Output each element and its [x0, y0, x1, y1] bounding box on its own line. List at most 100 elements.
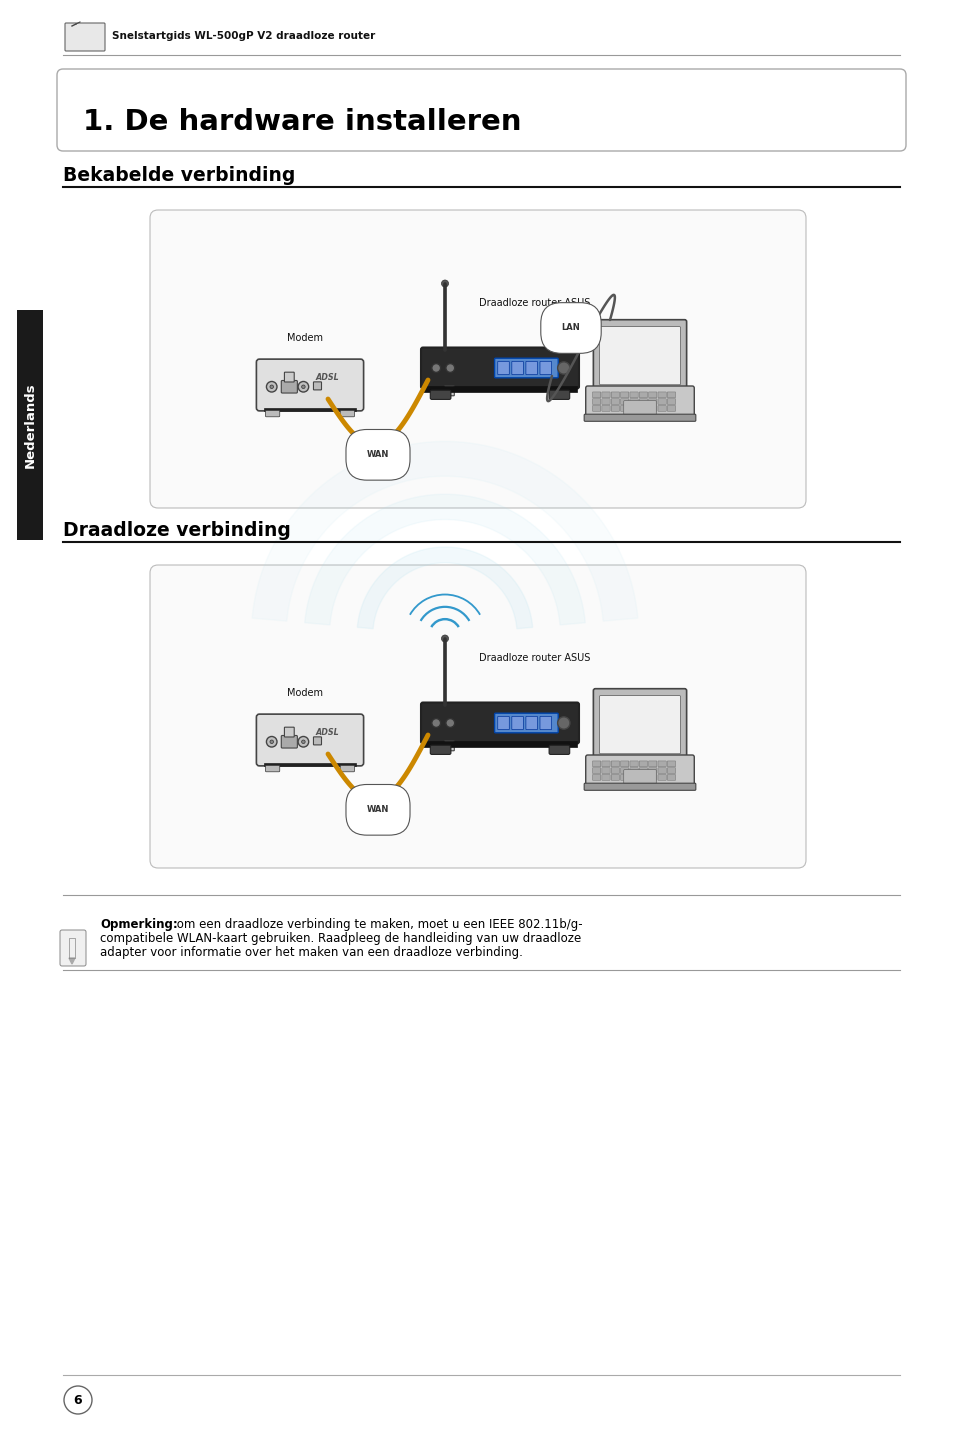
FancyBboxPatch shape [17, 309, 43, 540]
Text: LAN: LAN [561, 324, 579, 332]
FancyBboxPatch shape [592, 775, 600, 780]
FancyBboxPatch shape [629, 775, 638, 780]
FancyBboxPatch shape [583, 414, 695, 421]
FancyBboxPatch shape [648, 398, 657, 404]
Circle shape [498, 705, 501, 707]
FancyBboxPatch shape [494, 358, 558, 378]
FancyBboxPatch shape [281, 381, 297, 392]
Text: ADSL: ADSL [315, 729, 339, 737]
FancyBboxPatch shape [619, 775, 628, 780]
FancyBboxPatch shape [667, 392, 675, 398]
Circle shape [510, 349, 513, 352]
FancyBboxPatch shape [601, 392, 610, 398]
FancyBboxPatch shape [65, 23, 105, 52]
Circle shape [432, 719, 440, 727]
FancyBboxPatch shape [511, 361, 523, 375]
Circle shape [510, 705, 513, 707]
Circle shape [445, 719, 455, 727]
FancyBboxPatch shape [629, 760, 638, 766]
Text: compatibele WLAN-kaart gebruiken. Raadpleeg de handleiding van uw draadloze: compatibele WLAN-kaart gebruiken. Raadpl… [100, 932, 580, 945]
FancyBboxPatch shape [444, 740, 454, 750]
FancyBboxPatch shape [658, 760, 665, 766]
Circle shape [453, 349, 456, 352]
FancyBboxPatch shape [284, 727, 294, 737]
FancyBboxPatch shape [430, 391, 451, 400]
FancyBboxPatch shape [592, 760, 600, 766]
FancyBboxPatch shape [497, 361, 509, 375]
FancyBboxPatch shape [592, 405, 600, 411]
Circle shape [270, 740, 274, 743]
FancyBboxPatch shape [592, 768, 600, 773]
FancyBboxPatch shape [667, 775, 675, 780]
Circle shape [556, 705, 558, 707]
FancyBboxPatch shape [611, 398, 618, 404]
Circle shape [270, 385, 274, 388]
Circle shape [441, 349, 444, 352]
FancyBboxPatch shape [430, 745, 451, 755]
FancyBboxPatch shape [539, 361, 551, 375]
Text: WAN: WAN [366, 450, 389, 460]
FancyBboxPatch shape [667, 405, 675, 411]
Circle shape [476, 705, 478, 707]
Text: adapter voor informatie over het maken van een draadloze verbinding.: adapter voor informatie over het maken v… [100, 947, 522, 959]
Text: 1. De hardware installeren: 1. De hardware installeren [83, 107, 521, 136]
FancyBboxPatch shape [422, 387, 577, 392]
FancyBboxPatch shape [314, 382, 321, 390]
FancyBboxPatch shape [611, 405, 618, 411]
Polygon shape [357, 547, 532, 629]
Polygon shape [252, 441, 638, 621]
FancyBboxPatch shape [658, 775, 665, 780]
FancyBboxPatch shape [549, 745, 569, 755]
FancyBboxPatch shape [422, 742, 577, 746]
FancyBboxPatch shape [658, 768, 665, 773]
Circle shape [464, 705, 467, 707]
Circle shape [521, 349, 524, 352]
Text: Bekabelde verbinding: Bekabelde verbinding [63, 166, 295, 185]
FancyBboxPatch shape [611, 775, 618, 780]
FancyBboxPatch shape [598, 326, 679, 385]
FancyBboxPatch shape [444, 387, 454, 395]
FancyBboxPatch shape [256, 715, 363, 766]
Circle shape [430, 349, 433, 352]
FancyBboxPatch shape [422, 348, 577, 352]
FancyBboxPatch shape [619, 760, 628, 766]
FancyBboxPatch shape [648, 392, 657, 398]
FancyBboxPatch shape [585, 387, 694, 417]
FancyBboxPatch shape [629, 392, 638, 398]
Circle shape [432, 364, 440, 372]
FancyBboxPatch shape [494, 713, 558, 733]
Circle shape [544, 705, 547, 707]
FancyBboxPatch shape [264, 763, 355, 766]
FancyBboxPatch shape [629, 405, 638, 411]
FancyBboxPatch shape [539, 716, 551, 730]
FancyBboxPatch shape [639, 760, 647, 766]
Circle shape [266, 381, 276, 392]
FancyBboxPatch shape [549, 391, 569, 400]
FancyBboxPatch shape [601, 760, 610, 766]
FancyBboxPatch shape [57, 69, 905, 150]
Circle shape [533, 349, 536, 352]
FancyBboxPatch shape [420, 703, 578, 743]
FancyBboxPatch shape [639, 392, 647, 398]
FancyBboxPatch shape [648, 768, 657, 773]
Text: ADSL: ADSL [315, 374, 339, 382]
FancyBboxPatch shape [264, 408, 355, 411]
FancyBboxPatch shape [601, 775, 610, 780]
FancyBboxPatch shape [598, 696, 679, 753]
FancyBboxPatch shape [658, 398, 665, 404]
Text: Modem: Modem [287, 334, 323, 344]
FancyBboxPatch shape [629, 768, 638, 773]
Text: Draadloze verbinding: Draadloze verbinding [63, 521, 291, 540]
FancyBboxPatch shape [340, 411, 355, 417]
FancyBboxPatch shape [611, 392, 618, 398]
FancyBboxPatch shape [314, 737, 321, 745]
FancyBboxPatch shape [619, 405, 628, 411]
FancyBboxPatch shape [340, 765, 355, 772]
Text: Nederlands: Nederlands [24, 382, 36, 468]
Text: Draadloze router ASUS: Draadloze router ASUS [478, 298, 590, 308]
Circle shape [301, 385, 305, 388]
FancyBboxPatch shape [420, 348, 578, 388]
FancyBboxPatch shape [583, 783, 695, 790]
FancyBboxPatch shape [585, 755, 694, 786]
FancyBboxPatch shape [60, 929, 86, 967]
